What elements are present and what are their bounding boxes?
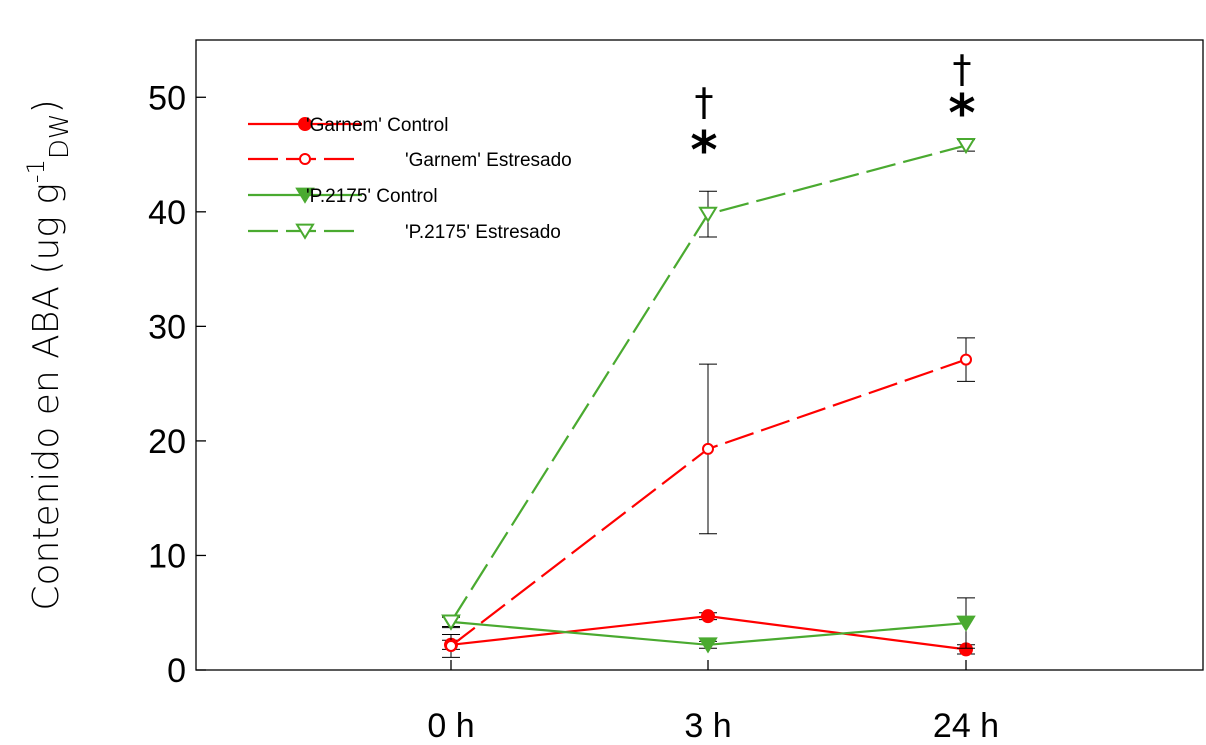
- data-point: [441, 614, 461, 631]
- legend-swatch-marker: [295, 187, 315, 204]
- annotations: †*†*: [690, 47, 975, 181]
- data-point: [956, 615, 976, 632]
- legend-swatch-marker: [299, 153, 311, 165]
- series-layer: [441, 137, 976, 658]
- x-tick-label: 24 h: [933, 707, 999, 745]
- y-tick-label: 10: [148, 537, 186, 575]
- legend-label: 'Garnem' Estresado: [405, 150, 572, 171]
- x-tick-label: 0 h: [427, 707, 474, 745]
- data-point: [702, 442, 714, 455]
- y-axis-title: Contenido en ABA (ug g-1DW): [22, 99, 75, 610]
- plot-frame: [195, 39, 1204, 671]
- x-tick-label: 3 h: [684, 707, 731, 745]
- y-axis-title-sub: DW: [45, 113, 75, 159]
- data-point: [960, 353, 972, 366]
- asterisk-annotation: *: [948, 84, 975, 144]
- dagger-annotation: †: [953, 47, 972, 91]
- legend-item: 'P.2175' Estresado: [248, 222, 561, 243]
- legend: 'Garnem' Control 'Garnem' Estresado 'P.217…: [248, 115, 572, 243]
- y-axis-title-main: Contenido en ABA (ug g: [26, 183, 67, 611]
- axes: 0 10 20 30 40 50 0 h 3 h 24 h: [148, 39, 1204, 745]
- series-2: [441, 597, 976, 654]
- legend-swatch-marker: [295, 223, 315, 240]
- data-point: [698, 637, 718, 654]
- data-point: [701, 609, 715, 624]
- series-3: [441, 137, 976, 631]
- dagger-annotation: †: [695, 80, 714, 124]
- legend-swatch-marker: [298, 117, 312, 131]
- legend-label: 'P.2175' Estresado: [405, 222, 561, 243]
- legend-item: 'Garnem' Control: [248, 115, 448, 136]
- series-1: [442, 337, 975, 658]
- data-point: [445, 639, 457, 652]
- legend-label: 'Garnem' Control: [306, 115, 448, 136]
- y-tick-label: 50: [148, 79, 186, 117]
- y-axis-title-close: ): [26, 99, 67, 113]
- data-point: [698, 206, 718, 223]
- y-tick-label: 0: [167, 652, 186, 690]
- legend-label: 'P.2175' Control: [306, 186, 438, 207]
- y-axis-title-sup: -1: [22, 159, 50, 183]
- legend-item: 'P.2175' Control: [248, 186, 438, 207]
- data-point: [956, 137, 976, 155]
- legend-item: 'Garnem' Estresado: [248, 150, 572, 171]
- asterisk-annotation: *: [690, 121, 717, 181]
- y-tick-label: 30: [148, 308, 186, 346]
- y-axis-label: Contenido en ABA (ug g-1DW): [22, 99, 75, 610]
- y-tick-label: 40: [148, 194, 186, 232]
- y-tick-label: 20: [148, 423, 186, 461]
